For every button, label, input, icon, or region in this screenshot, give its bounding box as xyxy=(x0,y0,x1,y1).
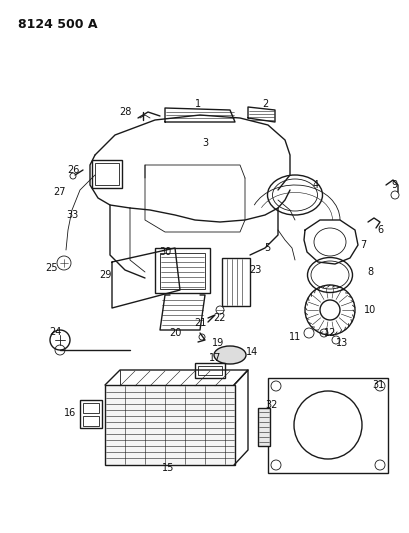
Bar xyxy=(198,366,221,375)
Text: 29: 29 xyxy=(99,270,111,280)
Text: 9: 9 xyxy=(390,180,396,190)
Text: 7: 7 xyxy=(359,240,365,250)
Text: 5: 5 xyxy=(263,243,270,253)
Text: 12: 12 xyxy=(323,328,335,338)
Text: 22: 22 xyxy=(213,313,226,323)
Text: 27: 27 xyxy=(54,187,66,197)
Bar xyxy=(92,160,122,188)
Bar xyxy=(160,253,204,289)
Bar xyxy=(95,163,119,185)
Text: 17: 17 xyxy=(208,353,220,363)
Bar xyxy=(195,363,225,378)
Text: 8124 500 A: 8124 500 A xyxy=(18,18,97,31)
Text: 6: 6 xyxy=(376,225,382,235)
Text: 24: 24 xyxy=(49,327,61,337)
Text: 11: 11 xyxy=(288,332,300,342)
Bar xyxy=(83,416,99,426)
Text: 16: 16 xyxy=(64,408,76,418)
Text: 20: 20 xyxy=(169,328,181,338)
Bar xyxy=(221,258,249,306)
Text: 31: 31 xyxy=(371,380,383,390)
Bar xyxy=(267,378,387,473)
Text: 30: 30 xyxy=(159,247,171,257)
Text: 32: 32 xyxy=(265,400,278,410)
Text: 15: 15 xyxy=(162,463,174,473)
Text: 33: 33 xyxy=(66,210,78,220)
Text: 25: 25 xyxy=(46,263,58,273)
Text: 3: 3 xyxy=(202,138,207,148)
Ellipse shape xyxy=(213,346,245,364)
Bar xyxy=(80,400,102,428)
Text: 23: 23 xyxy=(248,265,261,275)
Bar xyxy=(257,408,270,446)
Text: 28: 28 xyxy=(119,107,131,117)
Text: 21: 21 xyxy=(193,318,206,328)
Text: 4: 4 xyxy=(312,180,318,190)
Text: 2: 2 xyxy=(261,99,267,109)
Text: 19: 19 xyxy=(211,338,224,348)
Bar xyxy=(83,403,99,413)
Bar xyxy=(155,248,209,293)
Text: 8: 8 xyxy=(366,267,372,277)
Text: 13: 13 xyxy=(335,338,347,348)
Text: 26: 26 xyxy=(67,165,79,175)
Text: 10: 10 xyxy=(363,305,375,315)
Bar xyxy=(105,385,234,465)
Text: 14: 14 xyxy=(245,347,258,357)
Text: 1: 1 xyxy=(194,99,200,109)
